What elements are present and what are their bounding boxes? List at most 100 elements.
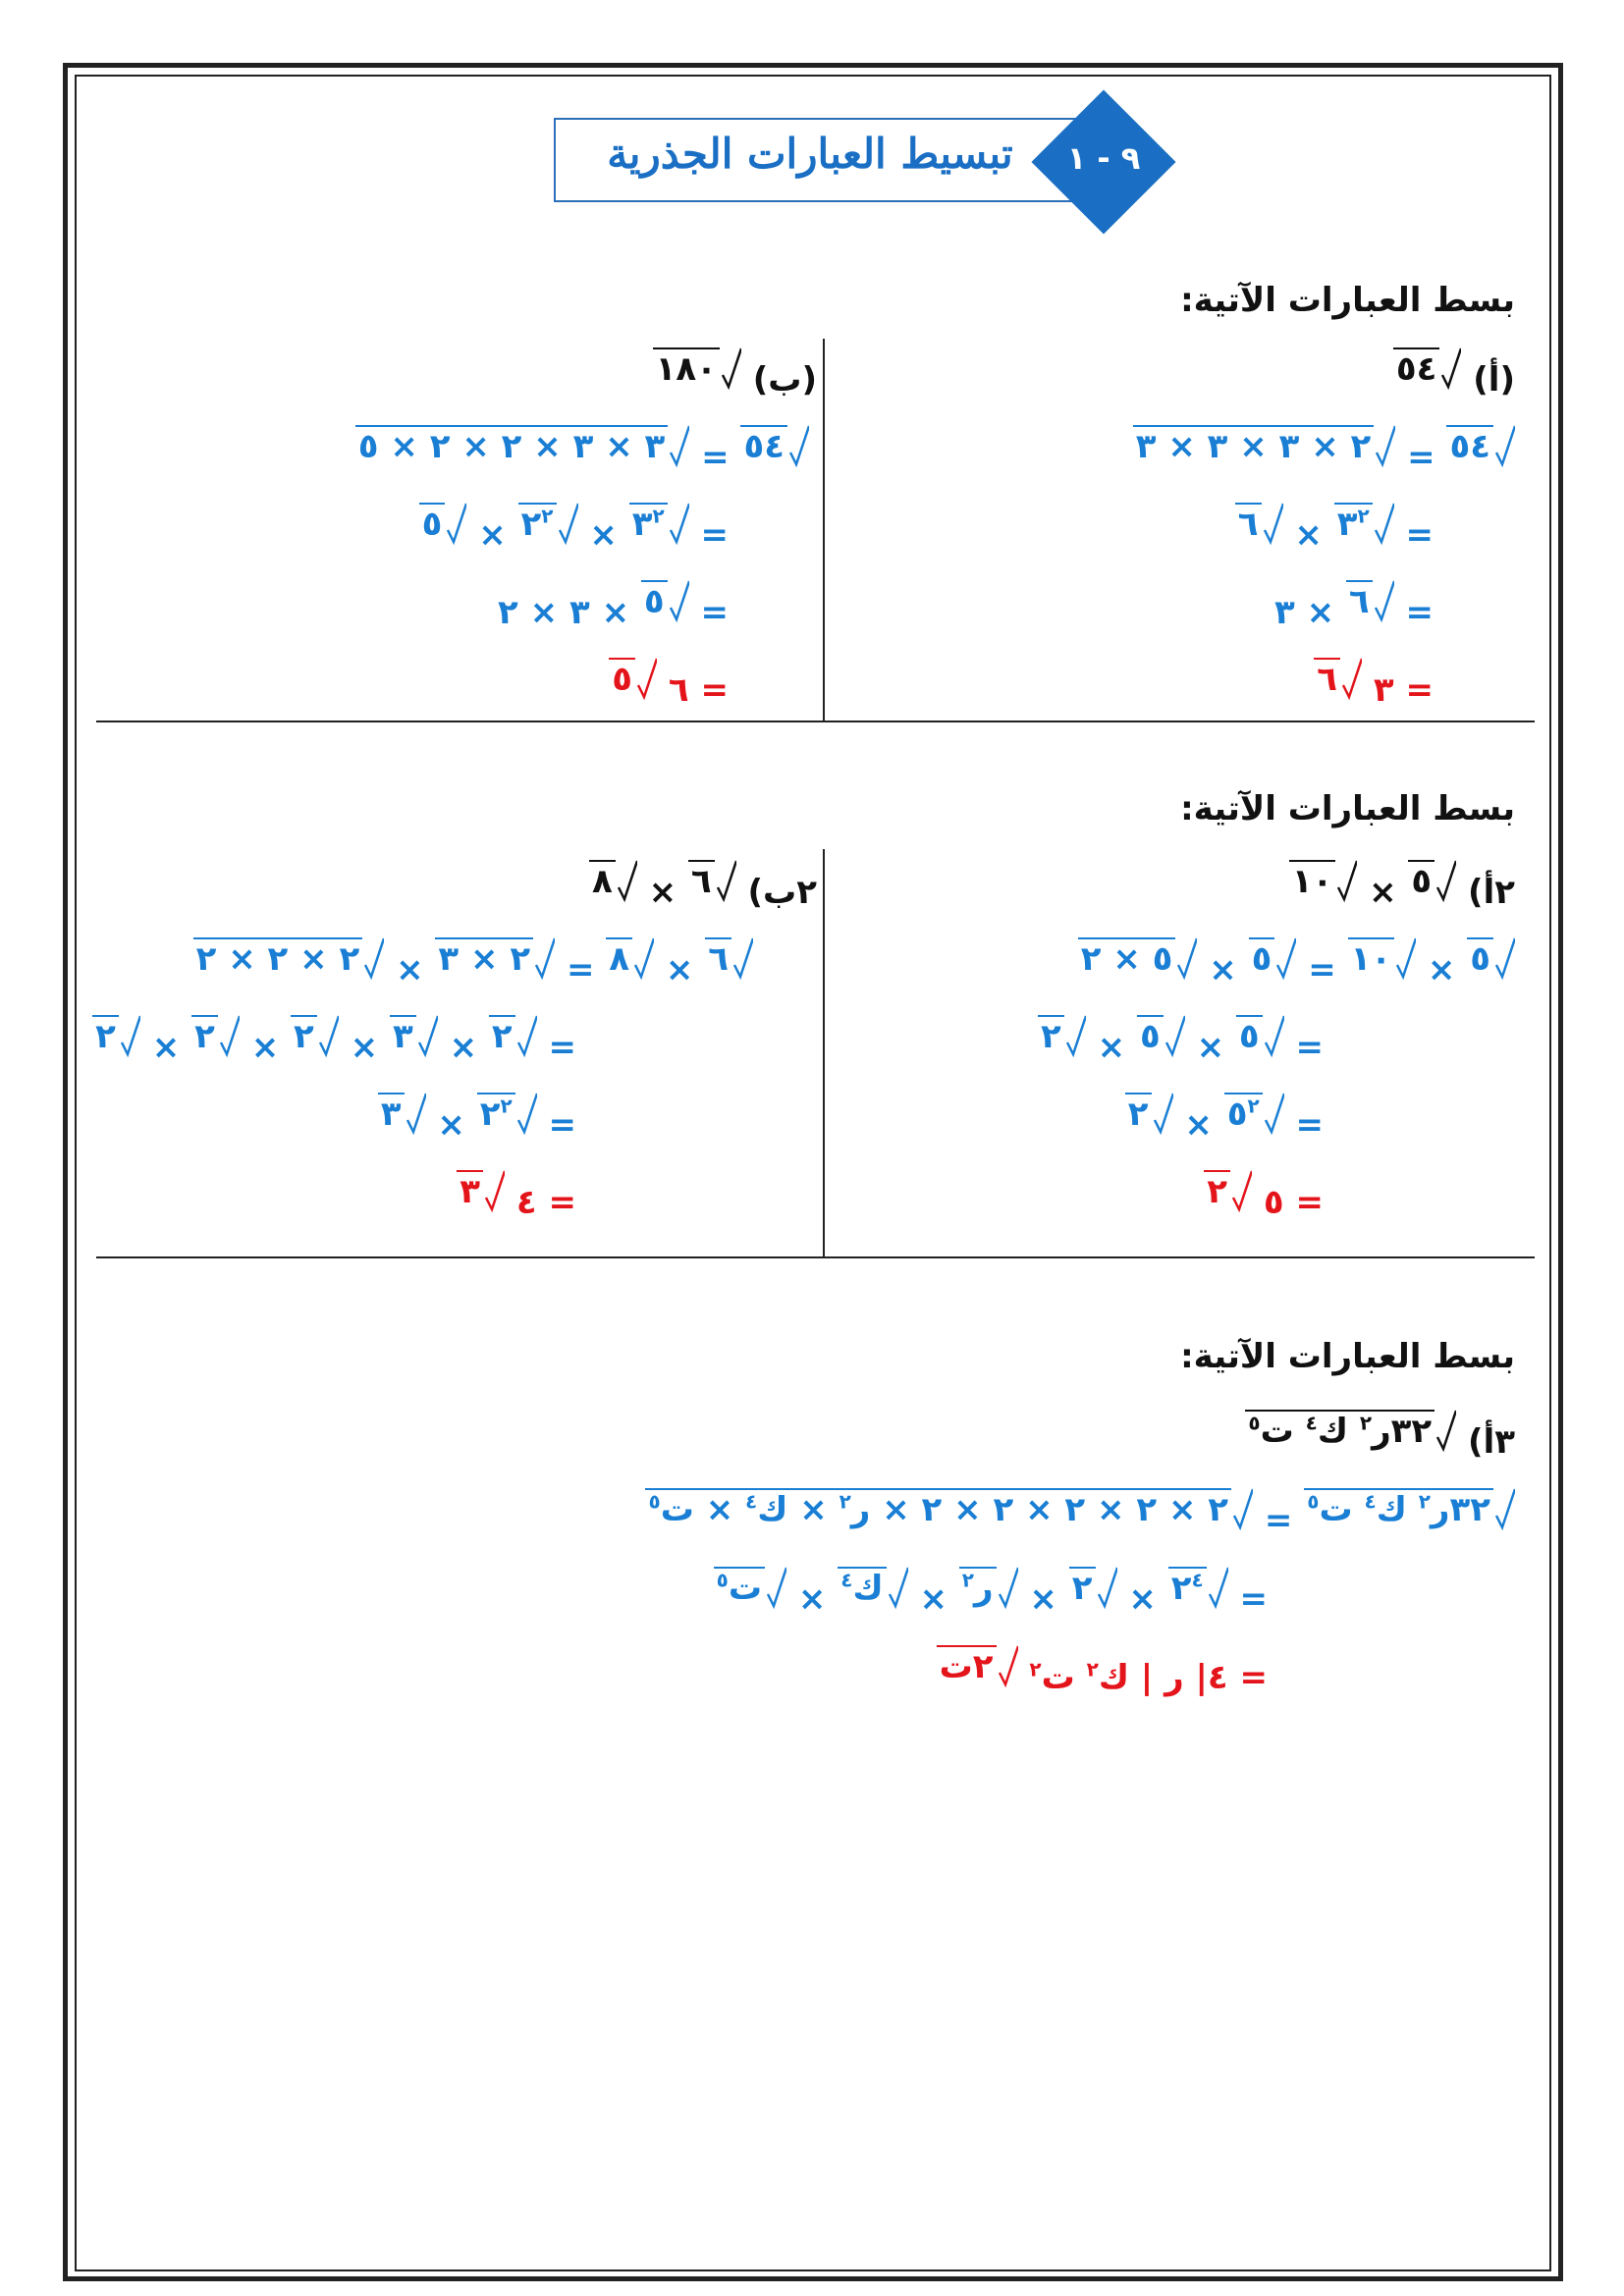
radical: ٥ [418, 499, 467, 546]
superscript: ٥ [648, 1489, 661, 1514]
problem-label: ٢أ) [1468, 873, 1515, 912]
superscript: ٥ [716, 1568, 729, 1592]
step: = ٤| ر | ك٢ ت٢ ٢ت [936, 1641, 1268, 1701]
radical: ٥ [1235, 1011, 1284, 1058]
radical-sign [1153, 1093, 1173, 1136]
text: = [688, 593, 730, 632]
text: ت [1041, 1658, 1087, 1697]
text: = ٥ [1252, 1183, 1324, 1222]
text: ٥ [1226, 1095, 1248, 1134]
text: ت [1260, 1412, 1306, 1451]
step: = ٣٢ × ٢٢ × ٥ [418, 499, 730, 559]
step: = ٥ × ٥ × ٢ [1038, 1011, 1324, 1071]
radical: ٥ [1467, 934, 1515, 981]
text: ٦ [1317, 660, 1338, 699]
radicand: ٢ [1068, 1567, 1096, 1610]
radical: ٢ [1038, 1011, 1086, 1058]
text: ٢ [1071, 1569, 1093, 1608]
radicand: ر٢ [958, 1567, 997, 1610]
text: ٢ [1041, 1017, 1061, 1056]
radical-sign [1264, 1093, 1284, 1136]
text: ٣ × ٣ × ٢ × ٢ × ٥ [357, 427, 666, 466]
radical-sign [516, 1093, 537, 1136]
superscript: ٢ [500, 1094, 513, 1118]
text: × [1172, 1105, 1224, 1145]
radical-sign [417, 1015, 438, 1058]
radical-sign [1208, 1567, 1228, 1610]
radical: ٢ [92, 1011, 140, 1058]
text: = ٤| ر | ك [1098, 1658, 1268, 1697]
radicand: ٦ [1345, 580, 1373, 623]
text: ت [728, 1569, 763, 1608]
radical-sign [732, 937, 753, 981]
radical-sign [716, 860, 736, 903]
text: = ٦ [657, 670, 729, 710]
superscript: ٢ [541, 504, 554, 528]
superscript: ٢ [1086, 1657, 1099, 1682]
radical: ٣٢ [628, 499, 689, 546]
radicand: ٦ [1234, 503, 1262, 546]
text: ٥٤ [743, 427, 785, 466]
radicand: ٣ [457, 1170, 484, 1213]
radical: ٢ [488, 1011, 537, 1058]
problem-label: (أ) [1473, 360, 1515, 400]
radical-sign [998, 1567, 1018, 1610]
radical-sign [1494, 425, 1515, 468]
text: × [338, 1028, 390, 1067]
radical: ٣ × ٣ × ٢ × ٢ × ٥ [354, 421, 690, 468]
step: = ٢٢ × ٣ [377, 1089, 576, 1148]
radicand: ٢٤ [1167, 1567, 1207, 1610]
radicand: ٥٢ [1223, 1093, 1263, 1136]
radical: ٢ × ٣ [435, 934, 556, 981]
radical-sign [1374, 580, 1394, 623]
text: × [437, 1028, 489, 1067]
superscript: ٢ [839, 1489, 851, 1514]
radicand: ٢ [191, 1015, 218, 1058]
radicand: ٣٢ر٢ ك٤ ت٥ [1304, 1488, 1493, 1531]
radicand: ٢ × ٢ × ٢ [192, 937, 363, 981]
radical-sign [670, 425, 690, 468]
radical-sign [1065, 1015, 1086, 1058]
radical: ٨ [588, 856, 637, 903]
text: = [1395, 438, 1447, 477]
step: ٦ × ٨ = ٢ × ٣ × ٢ × ٢ × ٢ [192, 934, 753, 993]
step: ٥٤ = ٢ × ٣ × ٣ × ٣ [1132, 421, 1515, 481]
text: × [636, 873, 688, 912]
text: ٢ [491, 1017, 513, 1056]
radicand: ١٠ [1288, 860, 1336, 903]
radical-sign [1395, 937, 1417, 981]
radicand: ٨ [588, 860, 616, 903]
problem: (أ) ٥٤ [1392, 344, 1515, 403]
radicand: ٥ [609, 658, 636, 701]
text: × [654, 950, 706, 989]
radicand: ٢ [1038, 1015, 1064, 1058]
text: = [688, 515, 730, 555]
superscript: ٢ [1357, 504, 1370, 528]
text: × [786, 1579, 839, 1619]
radical-sign [1436, 860, 1457, 903]
radical: ٢ × ٣ × ٣ × ٣ [1132, 421, 1396, 468]
text: = [689, 438, 741, 477]
text: × [1017, 1579, 1069, 1619]
text: = [1296, 950, 1348, 989]
radical: ٢ [191, 1011, 240, 1058]
radicand: ٥٤ [740, 425, 787, 468]
text: × [139, 1028, 192, 1067]
radical-sign [219, 1015, 240, 1058]
problem-label: ٢ب) [747, 873, 817, 912]
radical: ٢ × ٢ × ٢ [192, 934, 385, 981]
text: = [1393, 593, 1435, 632]
text: ١٨٠ [655, 349, 717, 389]
radical: ٣٢ر٢ ك٤ ت٥ [1304, 1484, 1515, 1531]
section-heading: بسط العبارات الآتية: [1180, 281, 1515, 320]
text: ٢ × ٣ [438, 939, 531, 979]
radicand: ٣ × ٣ × ٢ × ٢ × ٥ [354, 425, 669, 468]
radical: ٥ [1136, 1011, 1185, 1058]
radicand: ك٤ [838, 1567, 887, 1610]
radical: ٦ [705, 934, 753, 981]
radical: ٥٤ [740, 421, 809, 468]
text: ك [1376, 1490, 1419, 1529]
text: × [1416, 950, 1468, 989]
text: ٥ [1411, 862, 1433, 901]
